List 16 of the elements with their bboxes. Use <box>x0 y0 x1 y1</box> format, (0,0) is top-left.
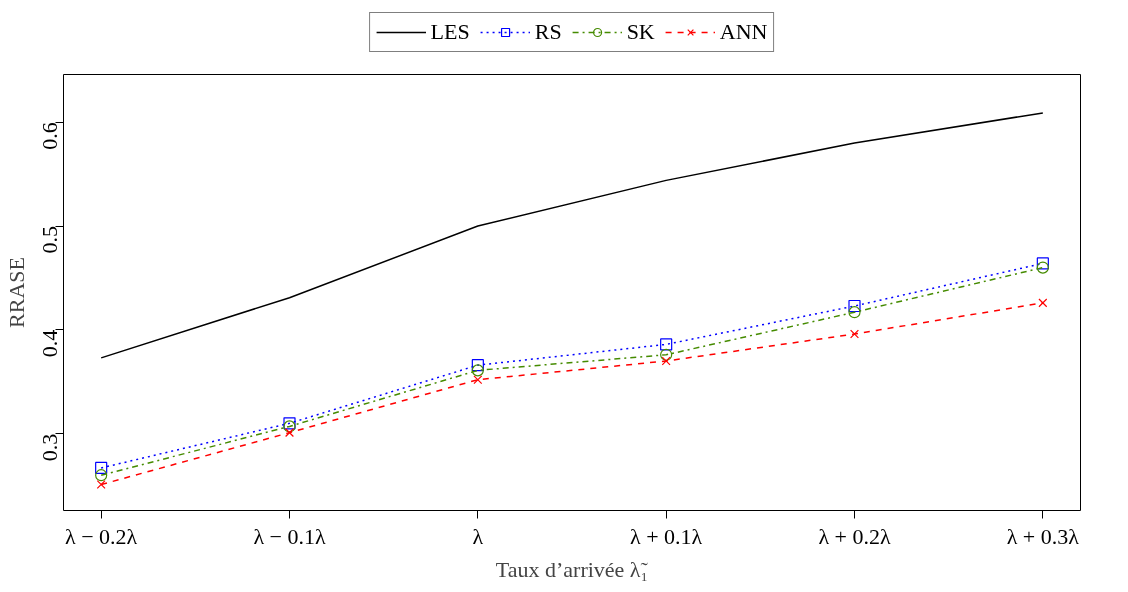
y-tick-label: 0.5 <box>37 226 63 254</box>
y-axis-title: RRASE <box>3 257 29 328</box>
x-tick-label: λ + 0.2λ <box>818 523 891 549</box>
x-tick-label: λ <box>472 523 484 549</box>
legend-label: ANN <box>719 19 768 45</box>
x-tick-label: λ − 0.1λ <box>253 523 326 549</box>
x-tick-label: λ + 0.3λ <box>1006 523 1080 549</box>
y-tick-label: 0.6 <box>37 122 63 150</box>
x-tick-label: λ + 0.1λ <box>630 523 703 549</box>
legend-label: RS <box>534 19 562 45</box>
legend-label: LES <box>430 19 470 45</box>
x-axis-title: Taux d’arrivée λ̃₁ <box>495 556 649 582</box>
legend-label: SK <box>626 19 655 45</box>
y-tick-label: 0.4 <box>37 329 63 358</box>
x-tick-label: λ − 0.2λ <box>65 523 138 549</box>
y-tick-label: 0.3 <box>37 433 63 462</box>
